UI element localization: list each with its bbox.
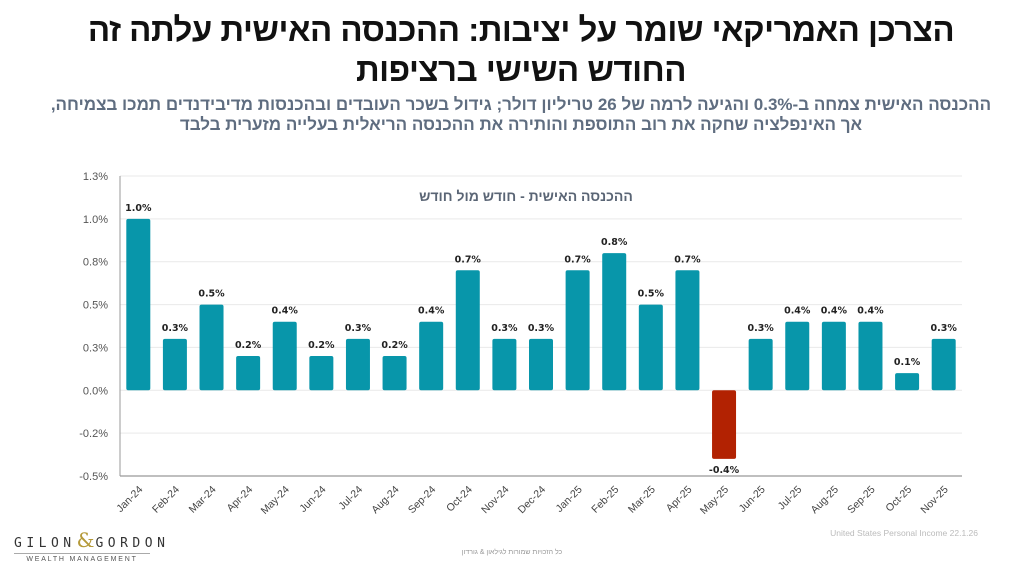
data-label: 0.2% xyxy=(381,340,408,351)
data-label: 0.7% xyxy=(674,254,701,265)
y-tick-label: 0.3% xyxy=(83,342,108,354)
logo-tagline: WEALTH MANAGEMENT xyxy=(26,556,138,563)
x-tick-label: Jan-25 xyxy=(554,484,585,515)
x-tick-label: Mar-25 xyxy=(626,484,658,516)
x-tick-label: Apr-25 xyxy=(664,484,695,515)
source-note: United States Personal Income 22.1.26 xyxy=(830,528,978,538)
data-label: 0.3% xyxy=(528,323,555,334)
bar-oct-25 xyxy=(895,373,920,391)
data-label: 0.1% xyxy=(894,357,921,368)
bar-nov-25 xyxy=(931,338,956,391)
bar-feb-25 xyxy=(602,253,627,391)
bar-jun-25 xyxy=(748,338,773,391)
x-tick-label: Jul-25 xyxy=(776,484,805,513)
x-tick-label: Mar-24 xyxy=(187,484,219,516)
x-tick-label: Feb-25 xyxy=(589,484,621,516)
data-label: 0.4% xyxy=(784,306,811,317)
y-tick-label: -0.5% xyxy=(79,471,108,483)
bar-jan-24 xyxy=(126,218,151,391)
data-label: -0.4% xyxy=(709,465,740,476)
data-label: 0.2% xyxy=(235,340,262,351)
copyright-footer: כל הזכויות שמורות לגילאון & גורדון xyxy=(461,549,563,556)
data-label: 0.4% xyxy=(272,306,299,317)
x-tick-label: Aug-25 xyxy=(809,484,842,517)
data-label: 0.5% xyxy=(198,289,225,300)
x-tick-label: Jun-25 xyxy=(737,484,768,515)
chart-title: ההכנסה האישית - חודש מול חודש xyxy=(419,188,633,204)
x-tick-label: Oct-24 xyxy=(444,484,475,515)
x-tick-label: Jun-24 xyxy=(297,484,328,515)
bars xyxy=(126,218,956,459)
x-tick-label: Jan-24 xyxy=(114,484,145,515)
bar-jan-25 xyxy=(565,270,590,391)
bar-may-25 xyxy=(712,390,737,459)
bar-apr-24 xyxy=(236,356,261,391)
data-label: 0.3% xyxy=(162,323,189,334)
data-label: 0.4% xyxy=(857,306,884,317)
data-labels: 1.0% 0.3% 0.5% 0.2% 0.4% 0.2% 0.3% 0.2% 0.4% 0.7%… xyxy=(125,203,957,476)
bar-apr-25 xyxy=(675,270,700,391)
data-label: 0.5% xyxy=(638,289,665,300)
x-tick-label: Sep-25 xyxy=(845,484,878,517)
data-label: 0.2% xyxy=(308,340,335,351)
bar-mar-24 xyxy=(199,304,224,391)
bar-feb-24 xyxy=(162,338,187,391)
data-label: 0.4% xyxy=(821,306,848,317)
bar-dec-24 xyxy=(529,338,553,391)
y-tick-label: 0.5% xyxy=(83,300,108,312)
y-tick-label: 0.8% xyxy=(83,257,108,269)
bar-aug-25 xyxy=(821,321,846,391)
bar-jul-24 xyxy=(345,338,370,391)
x-tick-label: Aug-24 xyxy=(369,484,402,517)
x-axis-ticks: Jan-24 Feb-24 Mar-24 Apr-24 May-24 Jun-24 Jul-… xyxy=(114,484,951,517)
data-label: 1.0% xyxy=(125,203,152,214)
logo-wordmark: GILON&GORDON xyxy=(14,528,170,552)
bar-oct-24 xyxy=(455,270,480,391)
data-label: 0.3% xyxy=(747,323,774,334)
x-tick-label: May-25 xyxy=(698,484,731,517)
y-tick-label: -0.2% xyxy=(79,428,108,440)
bar-jul-25 xyxy=(785,321,810,391)
page-title: הצרכן האמריקאי שומר על יציבות: ההכנסה הא… xyxy=(87,11,955,88)
bar-jun-24 xyxy=(309,356,334,391)
page-subtitle: ההכנסה האישית צמחה ב-0.3% והגיעה לרמה של… xyxy=(50,95,992,134)
x-tick-label: Dec-24 xyxy=(516,484,549,517)
x-tick-label: Nov-24 xyxy=(479,484,512,517)
data-label: 0.7% xyxy=(564,254,591,265)
x-tick-label: Nov-25 xyxy=(918,484,951,517)
logo-divider xyxy=(14,553,150,554)
y-tick-label: 1.3% xyxy=(83,171,108,183)
data-label: 0.4% xyxy=(418,306,445,317)
x-tick-label: Oct-25 xyxy=(883,484,914,515)
x-tick-label: Apr-24 xyxy=(224,484,255,515)
bar-sep-25 xyxy=(858,321,883,391)
x-tick-label: Sep-24 xyxy=(406,484,439,517)
data-label: 0.8% xyxy=(601,237,628,248)
gridlines xyxy=(120,175,962,434)
y-tick-label: 0.0% xyxy=(83,385,108,397)
data-label: 0.3% xyxy=(491,323,518,334)
bar-mar-25 xyxy=(638,304,663,391)
y-tick-label: 1.0% xyxy=(83,214,108,226)
data-label: 0.7% xyxy=(455,254,482,265)
bar-sep-24 xyxy=(419,321,444,391)
bar-may-24 xyxy=(272,321,297,391)
company-logo: GILON&GORDON WEALTH MANAGEMENT xyxy=(14,528,170,563)
bar-nov-24 xyxy=(492,338,517,391)
data-label: 0.3% xyxy=(345,323,372,334)
y-axis-ticks: -0.5% -0.2% 0.0% 0.3% 0.5% 0.8% 1.0% 1.3% xyxy=(79,171,108,483)
x-tick-label: Jul-24 xyxy=(336,484,365,513)
data-label: 0.3% xyxy=(931,323,958,334)
bar-aug-24 xyxy=(382,356,407,391)
x-tick-label: Feb-24 xyxy=(150,484,182,516)
x-tick-label: May-24 xyxy=(259,484,292,517)
